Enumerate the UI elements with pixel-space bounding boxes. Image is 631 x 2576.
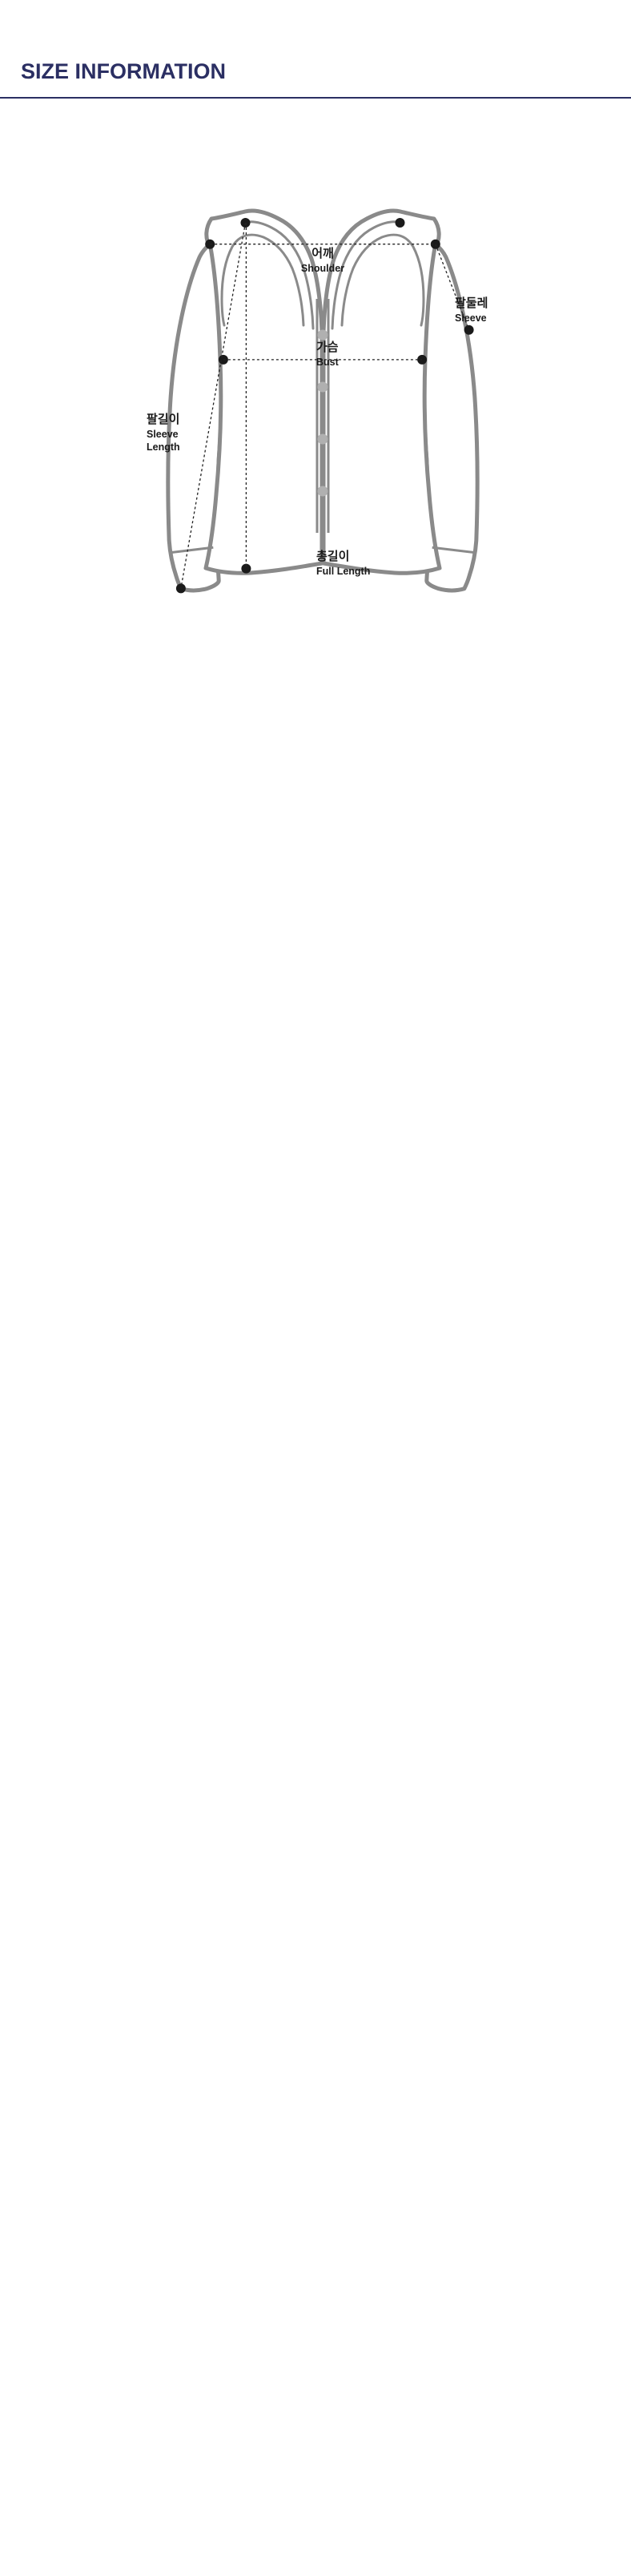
svg-text:팔둘레: 팔둘레 — [455, 296, 488, 310]
svg-text:Bust: Bust — [316, 357, 340, 368]
svg-text:가슴: 가슴 — [316, 341, 339, 354]
svg-text:Full Length: Full Length — [316, 566, 370, 577]
svg-text:Sleeve: Sleeve — [147, 429, 179, 440]
svg-text:Length: Length — [147, 441, 180, 453]
svg-text:Shoulder: Shoulder — [300, 263, 344, 274]
svg-text:어깨: 어깨 — [311, 247, 334, 260]
svg-text:팔길이: 팔길이 — [147, 412, 179, 426]
svg-text:Sleeve: Sleeve — [455, 312, 487, 324]
svg-text:총길이: 총길이 — [316, 550, 349, 563]
